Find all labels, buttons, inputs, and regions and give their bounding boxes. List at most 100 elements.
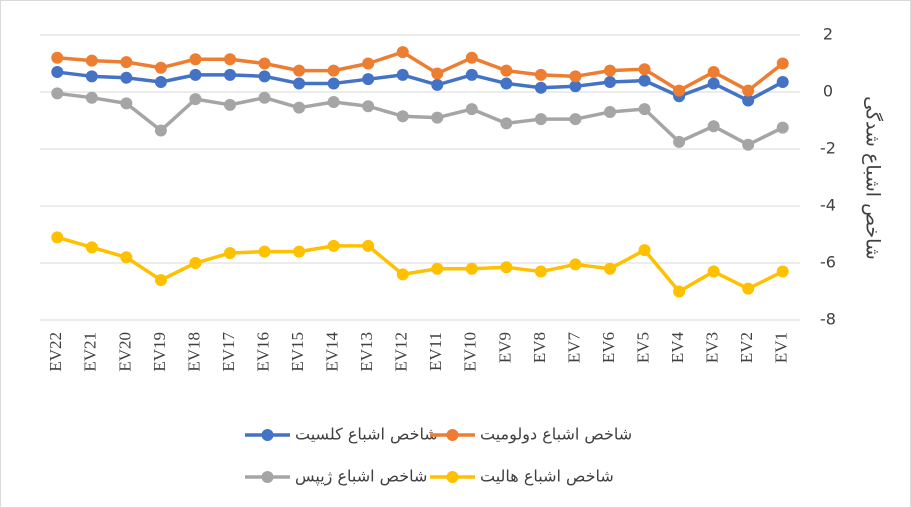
point — [465, 103, 478, 116]
series-line — [57, 70, 784, 103]
point — [500, 117, 513, 130]
point — [258, 91, 271, 104]
point — [638, 63, 651, 76]
legend-swatch-marker — [261, 471, 274, 483]
x-tick-label: EV6 — [599, 332, 618, 363]
point — [362, 57, 375, 70]
point — [258, 245, 271, 258]
legend-swatch-marker — [446, 471, 459, 483]
point — [154, 61, 167, 74]
legend-label: شاخص اشباع ژیپس — [295, 467, 427, 487]
point — [500, 64, 513, 77]
point — [258, 57, 271, 70]
point — [534, 265, 547, 278]
point — [224, 53, 236, 66]
point — [431, 78, 444, 91]
point — [396, 110, 409, 123]
point — [362, 100, 375, 113]
point — [673, 285, 686, 298]
point — [362, 239, 375, 252]
point — [638, 244, 651, 257]
point — [51, 87, 64, 100]
point — [362, 73, 375, 86]
point — [604, 105, 616, 118]
point — [224, 247, 236, 260]
point — [327, 77, 340, 90]
x-tick-label: EV3 — [703, 332, 722, 363]
point — [742, 94, 755, 107]
point — [776, 121, 789, 134]
point — [396, 46, 409, 59]
legend-label: شاخص اشباع کلسیت — [295, 425, 438, 445]
point — [51, 66, 64, 79]
point — [776, 265, 789, 278]
x-tick-label: EV9 — [495, 332, 514, 363]
point — [465, 51, 478, 64]
point — [569, 70, 582, 83]
x-tick-label: EV7 — [564, 332, 583, 364]
y-tick-label: -6 — [820, 253, 836, 272]
point — [293, 64, 306, 77]
point — [327, 239, 340, 252]
point — [638, 74, 651, 87]
x-tick-label: EV16 — [253, 332, 272, 372]
point — [742, 138, 755, 151]
y-axis-title: شاخص اشباع شدگی — [862, 96, 885, 260]
x-tick-label: EV8 — [530, 332, 549, 363]
point — [224, 98, 236, 111]
point — [85, 70, 98, 83]
y-tick-label: 2 — [823, 25, 833, 44]
point — [154, 124, 167, 137]
x-tick-label: EV18 — [184, 332, 203, 372]
point — [673, 84, 686, 97]
x-tick-label: EV12 — [392, 332, 411, 372]
x-tick-label: EV17 — [219, 332, 238, 372]
point — [85, 54, 98, 67]
point — [327, 64, 340, 77]
point — [742, 282, 755, 295]
point — [431, 111, 444, 124]
point — [85, 241, 98, 254]
y-tick-label: -8 — [820, 310, 836, 329]
point — [465, 68, 478, 81]
point — [534, 68, 547, 81]
point — [534, 81, 547, 94]
x-tick-label: EV14 — [323, 332, 342, 372]
y-tick-label: -2 — [820, 139, 836, 158]
point — [604, 76, 616, 89]
point — [51, 231, 64, 244]
point — [569, 258, 582, 271]
point — [569, 113, 582, 126]
point — [154, 76, 167, 89]
point — [120, 251, 133, 264]
point — [500, 77, 513, 90]
series-line — [57, 50, 784, 93]
x-tick-label: EV19 — [150, 332, 169, 372]
point — [120, 97, 133, 110]
point — [569, 80, 582, 93]
series-line — [57, 91, 784, 147]
point — [707, 265, 720, 278]
x-tick-label: EV15 — [288, 332, 307, 372]
y-tick-label: -4 — [820, 196, 836, 215]
x-tick-label: EV20 — [115, 332, 134, 372]
point — [742, 84, 755, 97]
x-tick-label: EV1 — [772, 332, 791, 363]
point — [189, 257, 202, 269]
x-tick-label: EV13 — [357, 332, 376, 372]
point — [500, 261, 513, 274]
point — [638, 103, 651, 116]
x-tick-label: EV5 — [633, 332, 652, 363]
point — [673, 135, 686, 148]
x-tick-label: EV4 — [668, 332, 687, 364]
point — [431, 262, 444, 275]
point — [189, 53, 202, 66]
point — [293, 101, 306, 114]
point — [707, 66, 720, 79]
point — [189, 68, 202, 81]
point — [465, 262, 478, 275]
x-tick-label: EV10 — [461, 332, 480, 372]
point — [534, 113, 547, 126]
